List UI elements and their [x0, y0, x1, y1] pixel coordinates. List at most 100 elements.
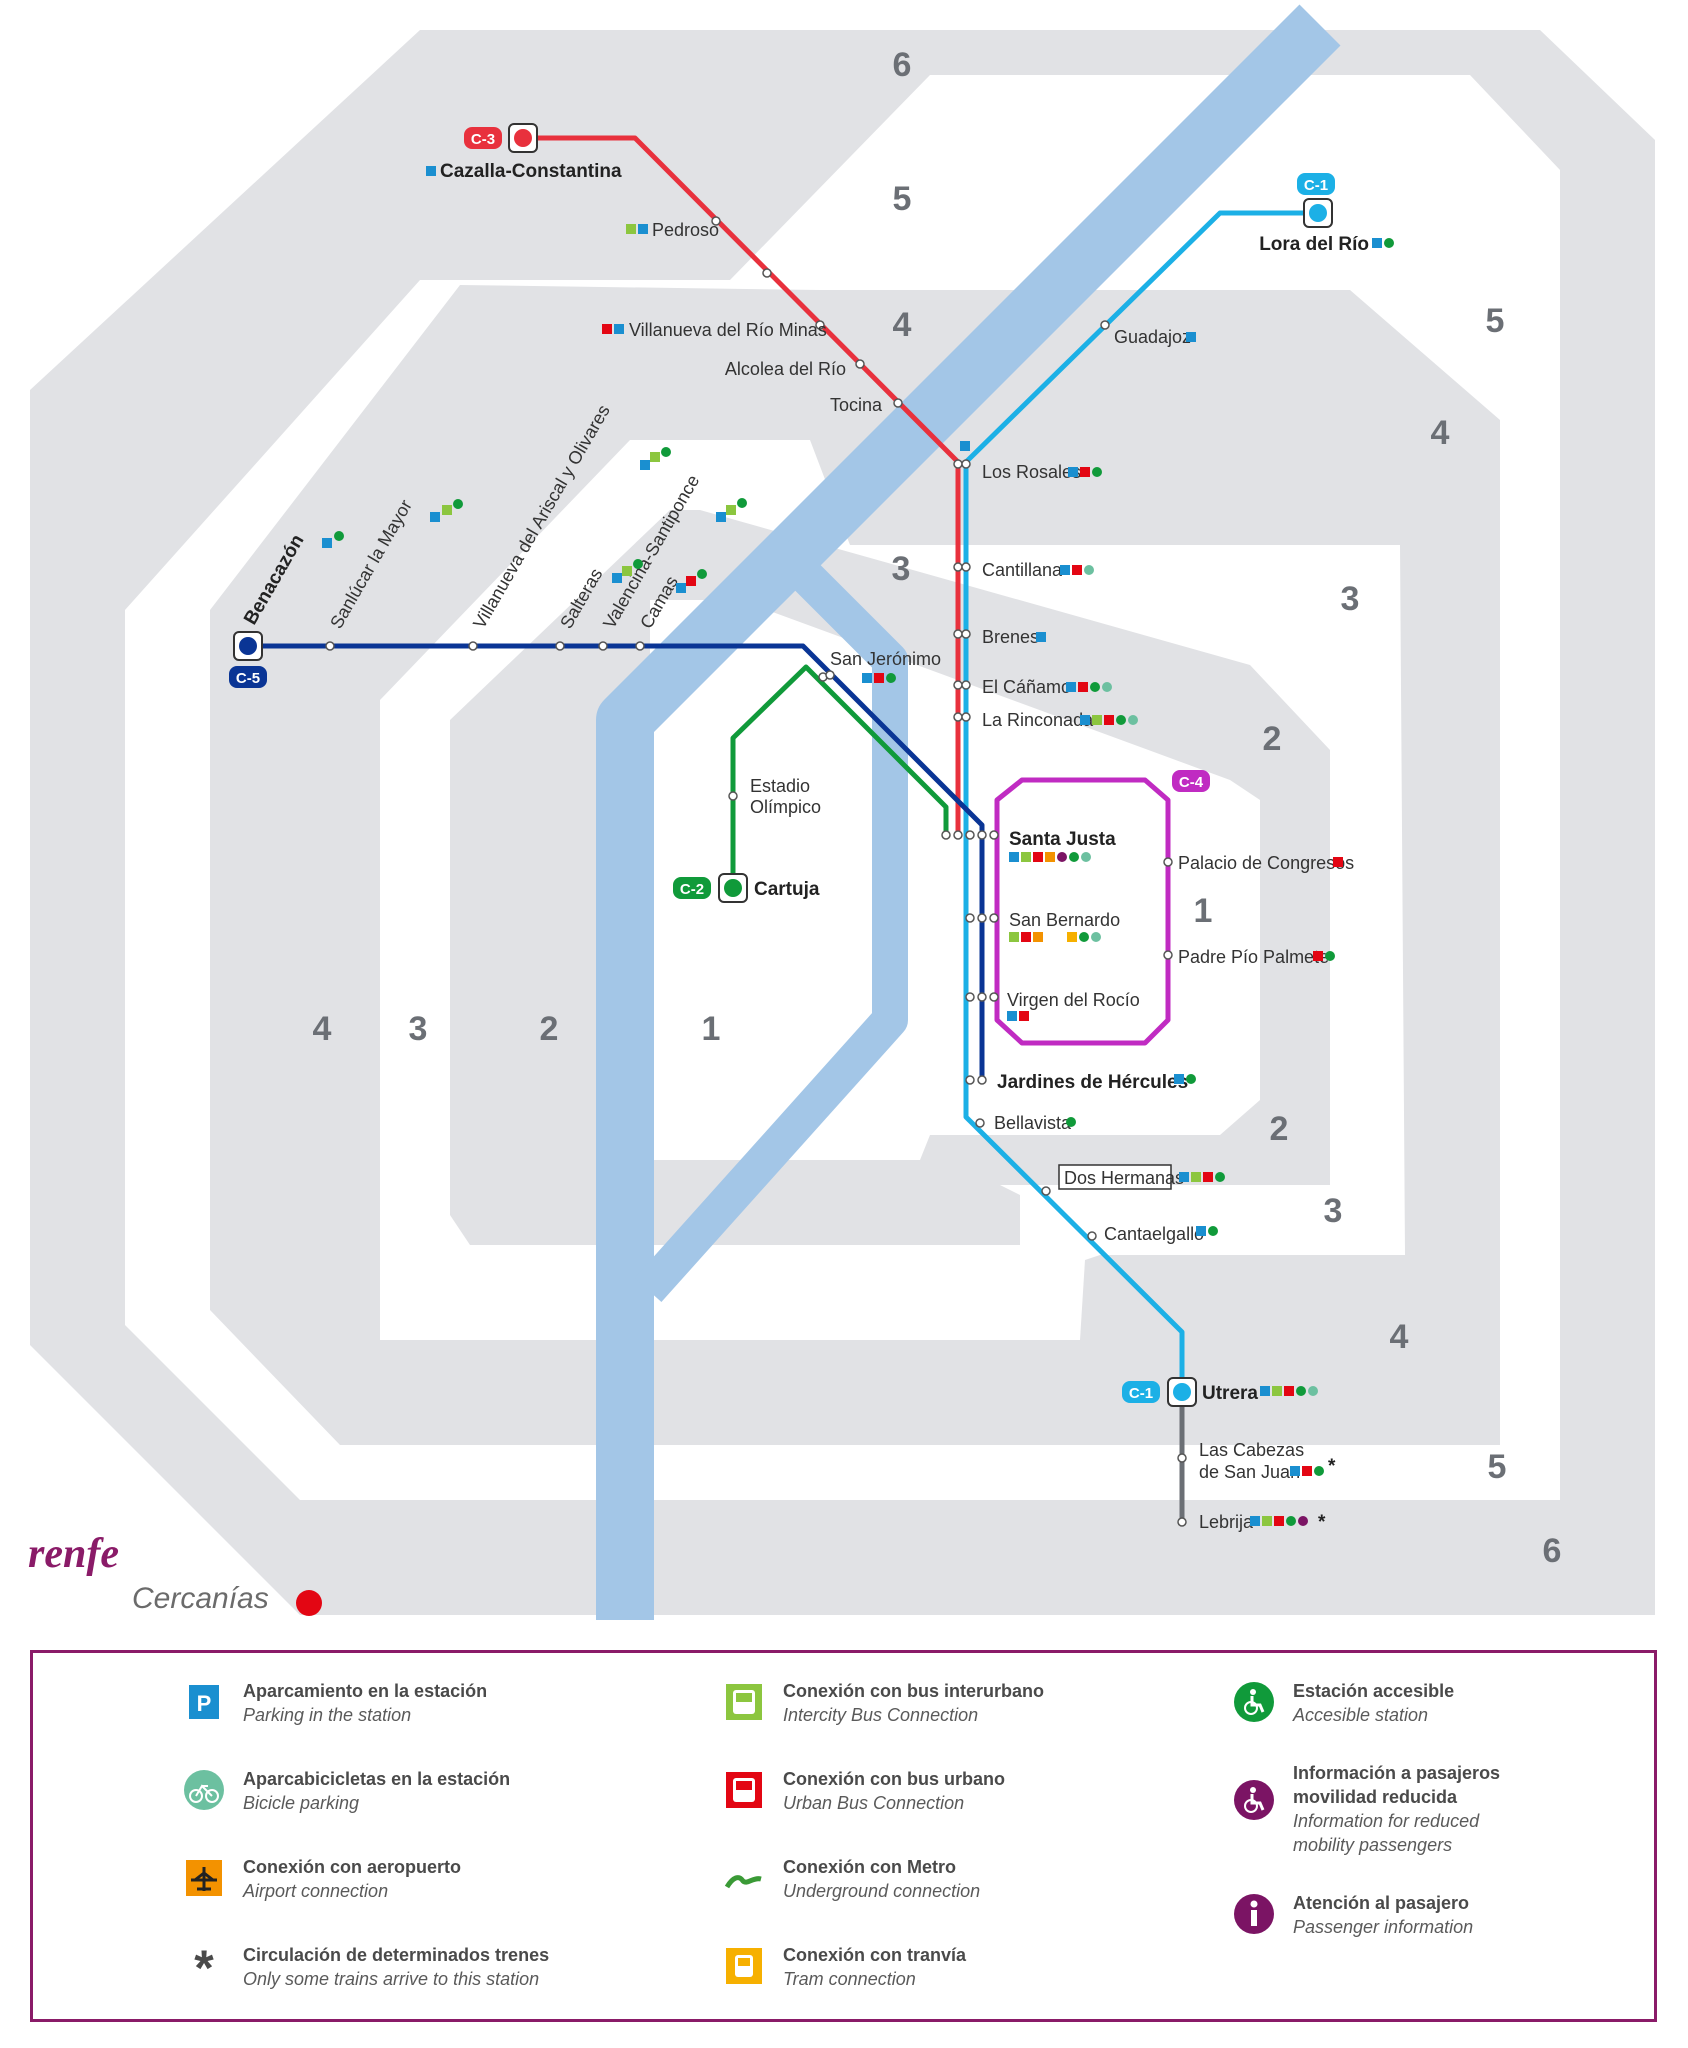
station-label: Cazalla-Constantina [440, 161, 622, 182]
station-label: San Bernardo [1009, 910, 1120, 930]
station-label: Lora del Río [1259, 234, 1369, 255]
accessible-icon [737, 498, 747, 508]
station-dot[interactable] [989, 830, 999, 840]
station-dot[interactable] [953, 459, 963, 469]
station-dot[interactable] [468, 641, 478, 651]
station-dot[interactable] [1041, 1186, 1051, 1196]
parking-icon [1066, 682, 1076, 692]
brand-subtitle: Cercanías [132, 1582, 269, 1615]
intercity-bus-icon [1262, 1516, 1272, 1526]
station-label: Palacio de Congresos [1178, 853, 1354, 873]
asterisk-mark: * [1318, 1512, 1326, 1533]
parking-icon [612, 573, 622, 583]
urban-bus-icon [1033, 852, 1043, 862]
asterisk-mark: * [1328, 1456, 1336, 1477]
accessible-icon [1286, 1516, 1296, 1526]
station-label: Virgen del Rocío [1007, 990, 1140, 1010]
station-dot[interactable] [728, 791, 738, 801]
reduced-mobility-icon [1234, 1780, 1274, 1820]
station-dot[interactable] [1177, 1517, 1187, 1527]
station-dot[interactable] [977, 830, 987, 840]
legend-item-tram: Conexión con tranvía Tram connection [723, 1943, 1183, 2023]
legend-item-metro: Conexión con Metro Underground connectio… [723, 1855, 1183, 1935]
station-dot[interactable] [1177, 1453, 1187, 1463]
station-label: Tocina [830, 395, 883, 415]
legend-label-en: Passenger information [1293, 1917, 1474, 1937]
station-label: Las Cabezas [1199, 1440, 1304, 1460]
station-dot[interactable] [711, 216, 721, 226]
intercity-bus-icon [650, 452, 660, 462]
accessible-icon [1208, 1226, 1218, 1236]
parking-icon [1260, 1386, 1270, 1396]
c5-badge[interactable] [229, 666, 267, 688]
legend-item-asterisk: * Circulación de determinados trenes Onl… [183, 1943, 643, 2023]
parking-icon [1009, 852, 1019, 862]
station-dot[interactable] [961, 562, 971, 572]
station-dot[interactable] [325, 641, 335, 651]
accessible-icon [1116, 715, 1126, 725]
station-dot[interactable] [989, 913, 999, 923]
c1-badge-top[interactable] [1297, 173, 1335, 195]
metro-icon [724, 1875, 762, 1889]
station-dot[interactable] [953, 830, 963, 840]
station-dot[interactable] [977, 1075, 987, 1085]
zone-label: 5 [1488, 1448, 1507, 1486]
c2-badge[interactable] [673, 877, 711, 899]
station-dot[interactable] [961, 459, 971, 469]
c2-line [730, 664, 949, 891]
station-dot[interactable] [961, 680, 971, 690]
bicycle-icon [1128, 715, 1138, 725]
station-dot[interactable] [762, 268, 772, 278]
station-dot[interactable] [965, 992, 975, 1002]
parking-icon [960, 441, 970, 451]
bicycle-icon [1081, 852, 1091, 862]
station-dot[interactable] [1163, 857, 1173, 867]
station-label: Alcolea del Río [725, 359, 846, 379]
station-dot[interactable] [855, 359, 865, 369]
station-dot[interactable] [893, 398, 903, 408]
station-label: Brenes [982, 627, 1039, 647]
parking-icon [1080, 715, 1090, 725]
zone-label: 5 [893, 180, 912, 218]
station-dot[interactable] [1087, 1231, 1097, 1241]
station-dot[interactable] [953, 562, 963, 572]
airport-icon [1033, 932, 1043, 942]
c5-terminal-dot [239, 637, 257, 655]
station-dot[interactable] [598, 641, 608, 651]
station-dot[interactable] [965, 913, 975, 923]
legend-item-info: Atención al pasajero Passenger informati… [1233, 1891, 1688, 1971]
c3-badge[interactable] [464, 127, 502, 149]
station-dot[interactable] [953, 629, 963, 639]
station-dot[interactable] [965, 1075, 975, 1085]
station-dot[interactable] [977, 992, 987, 1002]
station-dot[interactable] [1100, 320, 1110, 330]
station-dot[interactable] [825, 670, 835, 680]
station-dot[interactable] [953, 680, 963, 690]
legend-label-line2: movilidad reducida [1293, 1787, 1458, 1807]
station-dot[interactable] [961, 712, 971, 722]
station-dot[interactable] [989, 992, 999, 1002]
c5-line [245, 643, 985, 1083]
station-label: Guadajoz [1114, 327, 1191, 347]
c4-badge[interactable] [1172, 770, 1210, 792]
station-dot[interactable] [815, 320, 825, 330]
station-dot[interactable] [941, 830, 951, 840]
zone-rings [30, 30, 1655, 1615]
station-dot[interactable] [1163, 950, 1173, 960]
brand-logo: renfe Cercanías [28, 1530, 322, 1620]
station-dot[interactable] [961, 629, 971, 639]
station-dot[interactable] [635, 641, 645, 651]
intercity-bus-icon [1092, 715, 1102, 725]
station-dot[interactable] [975, 1118, 985, 1128]
station-dot[interactable] [965, 830, 975, 840]
station-dot[interactable] [953, 712, 963, 722]
c1-badge-bottom[interactable] [1122, 1381, 1160, 1403]
urban-bus-icon [1080, 467, 1090, 477]
legend-label-en: Parking in the station [243, 1705, 412, 1725]
urban-bus-icon [1072, 565, 1082, 575]
c3-line [520, 135, 961, 838]
urban-bus-icon [1104, 715, 1114, 725]
station-dot[interactable] [555, 641, 565, 651]
station-dot[interactable] [977, 913, 987, 923]
service-icons [322, 166, 1394, 1526]
